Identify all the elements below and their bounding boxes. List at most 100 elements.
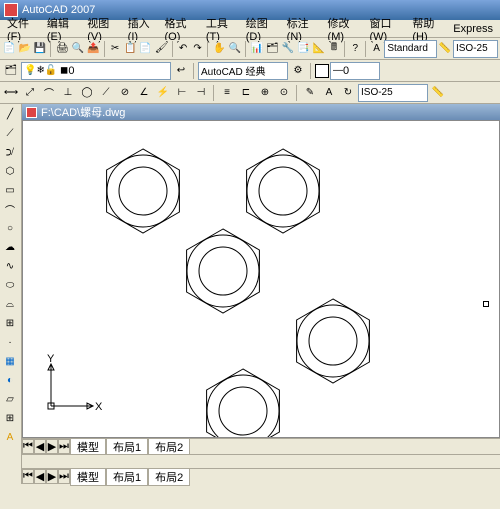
menu-modify[interactable]: 修改(M) xyxy=(323,15,365,43)
calc-icon[interactable]: 🖩 xyxy=(327,40,341,58)
tab-last-icon[interactable]: ⏭ xyxy=(58,439,70,454)
dim-dia-icon[interactable]: ⊘ xyxy=(116,84,134,102)
dim-current-combo[interactable]: ISO-25 xyxy=(358,84,428,102)
block-icon[interactable]: ⊞ xyxy=(1,314,19,332)
tab2-model[interactable]: 模型 xyxy=(70,468,106,486)
tab2-layout2[interactable]: 布局2 xyxy=(148,468,190,486)
tab-layout2[interactable]: 布局2 xyxy=(148,438,190,456)
tp-icon[interactable]: 🔧 xyxy=(281,40,295,58)
tab2-first-icon[interactable]: ⏮ xyxy=(22,469,34,484)
dim-ang-icon[interactable]: ∠ xyxy=(135,84,153,102)
dim-linear-icon[interactable]: ⟷ xyxy=(2,84,20,102)
dc-icon[interactable]: 🗂 xyxy=(265,40,280,58)
layer-combo[interactable]: 💡❄🔓 ◼ 0 xyxy=(21,62,171,80)
menu-draw[interactable]: 绘图(D) xyxy=(241,15,282,43)
line-icon[interactable]: ╱ xyxy=(1,105,19,123)
new-icon[interactable]: 📄 xyxy=(2,40,16,58)
menu-window[interactable]: 窗口(W) xyxy=(364,15,407,43)
workspace-combo[interactable]: AutoCAD 经典 xyxy=(198,62,288,80)
menu-format[interactable]: 格式(O) xyxy=(160,15,201,43)
point-icon[interactable]: · xyxy=(1,333,19,351)
menu-express[interactable]: Express xyxy=(448,23,498,35)
dim-jog-icon[interactable]: ⟋ xyxy=(97,84,115,102)
hatch-icon[interactable]: ▦ xyxy=(1,352,19,370)
paste-icon[interactable]: 📄 xyxy=(138,40,152,58)
dim-tedit-icon[interactable]: A xyxy=(320,84,338,102)
ssm-icon[interactable]: 📑 xyxy=(296,40,310,58)
lineweight-combo[interactable]: — 0 xyxy=(330,62,380,80)
redo-icon[interactable]: ↷ xyxy=(191,40,205,58)
gradient-icon[interactable]: ◐ xyxy=(1,371,19,389)
props-icon[interactable]: 📊 xyxy=(250,40,264,58)
tolerance-icon[interactable]: ⊕ xyxy=(256,84,274,102)
tab2-next-icon[interactable]: ▶ xyxy=(46,469,58,484)
dim-edit-icon[interactable]: ✎ xyxy=(301,84,319,102)
tab-model[interactable]: 模型 xyxy=(70,438,106,456)
arc-icon[interactable]: ⌒ xyxy=(1,200,19,218)
zoom-icon[interactable]: 🔍 xyxy=(228,40,242,58)
print-icon[interactable]: 🖨 xyxy=(55,40,70,58)
document-title: F:\CAD\螺母.dwg xyxy=(41,104,125,120)
rect-icon[interactable]: ▭ xyxy=(1,181,19,199)
publish-icon[interactable]: 📤 xyxy=(86,40,100,58)
spline-icon[interactable]: ∿ xyxy=(1,257,19,275)
tab-next-icon[interactable]: ▶ xyxy=(46,439,58,454)
pline-icon[interactable]: ⟉ xyxy=(1,143,19,161)
mk-icon[interactable]: 📐 xyxy=(312,40,326,58)
dim-aligned-icon[interactable]: ⤢ xyxy=(21,84,39,102)
layer-mgr-icon[interactable]: 🗂 xyxy=(2,62,20,80)
save-icon[interactable]: 💾 xyxy=(33,40,47,58)
preview-icon[interactable]: 🔍 xyxy=(71,40,85,58)
tab-layout1[interactable]: 布局1 xyxy=(106,438,148,456)
menu-file[interactable]: 文件(F) xyxy=(2,15,42,43)
undo-icon[interactable]: ↶ xyxy=(176,40,190,58)
dim-break-icon[interactable]: ⊏ xyxy=(237,84,255,102)
tab-prev-icon[interactable]: ◀ xyxy=(34,439,46,454)
dim-cont-icon[interactable]: ⊣ xyxy=(192,84,210,102)
menu-tools[interactable]: 工具(T) xyxy=(201,15,241,43)
table-icon[interactable]: ⊞ xyxy=(1,409,19,427)
dim-arc-icon[interactable]: ⌒ xyxy=(40,84,58,102)
ellipse-icon[interactable]: ⬭ xyxy=(1,276,19,294)
dim-style-icon[interactable]: 📏 xyxy=(438,40,452,58)
text-style-icon[interactable]: A xyxy=(370,40,384,58)
match-icon[interactable]: 🖌 xyxy=(154,40,169,58)
polygon-icon[interactable]: ⬡ xyxy=(1,162,19,180)
dim-ord-icon[interactable]: ⊥ xyxy=(59,84,77,102)
tab-first-icon[interactable]: ⏮ xyxy=(22,439,34,454)
menu-view[interactable]: 视图(V) xyxy=(82,15,122,43)
open-icon[interactable]: 📂 xyxy=(17,40,31,58)
dim-space-icon[interactable]: ≡ xyxy=(218,84,236,102)
copy-icon[interactable]: 📋 xyxy=(123,40,137,58)
cline-icon[interactable]: ⟋ xyxy=(1,124,19,142)
dim-update-icon[interactable]: ↻ xyxy=(339,84,357,102)
layer-prev-icon[interactable]: ↩ xyxy=(172,62,190,80)
color-icon[interactable] xyxy=(315,64,329,78)
cut-icon[interactable]: ✂ xyxy=(108,40,122,58)
pan-icon[interactable]: ✋ xyxy=(212,40,226,58)
tab2-prev-icon[interactable]: ◀ xyxy=(34,469,46,484)
circle-icon[interactable]: ○ xyxy=(1,219,19,237)
center-icon[interactable]: ⊙ xyxy=(275,84,293,102)
menu-insert[interactable]: 插入(I) xyxy=(123,15,160,43)
menu-help[interactable]: 帮助(H) xyxy=(407,15,448,43)
region-icon[interactable]: ▱ xyxy=(1,390,19,408)
earc-icon[interactable]: ⌓ xyxy=(1,295,19,313)
dim-style-combo[interactable]: ISO-25 xyxy=(453,40,498,58)
help-icon[interactable]: ? xyxy=(349,40,363,58)
mtext-icon[interactable]: A xyxy=(1,428,19,446)
layout-tabs-2: ⏮ ◀ ▶ ⏭ 模型 布局1 布局2 xyxy=(22,468,500,484)
hscroll[interactable] xyxy=(22,454,500,468)
tab2-last-icon[interactable]: ⏭ xyxy=(58,469,70,484)
revcloud-icon[interactable]: ☁ xyxy=(1,238,19,256)
dim-rad-icon[interactable]: ◯ xyxy=(78,84,96,102)
menu-dimension[interactable]: 标注(N) xyxy=(282,15,323,43)
dim-quick-icon[interactable]: ⚡ xyxy=(154,84,172,102)
dim-base-icon[interactable]: ⊢ xyxy=(173,84,191,102)
ws-settings-icon[interactable]: ⚙ xyxy=(289,62,307,80)
dim-style-mgr-icon[interactable]: 📏 xyxy=(429,84,447,102)
drawing-canvas[interactable]: X Y xyxy=(22,120,500,438)
menu-edit[interactable]: 编辑(E) xyxy=(42,15,82,43)
tab2-layout1[interactable]: 布局1 xyxy=(106,468,148,486)
text-style-combo[interactable]: Standard xyxy=(384,40,436,58)
